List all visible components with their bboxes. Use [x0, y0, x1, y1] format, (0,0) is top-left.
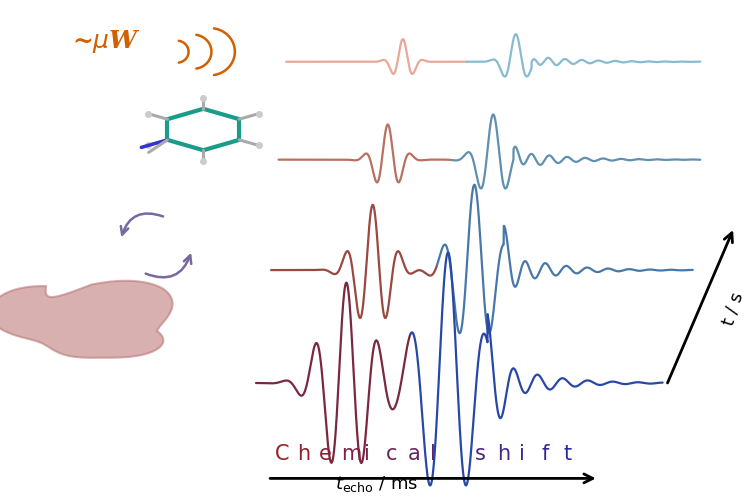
Text: t / s: t / s — [719, 289, 747, 327]
Text: l: l — [430, 443, 436, 463]
Text: h: h — [497, 443, 510, 463]
Text: t: t — [563, 443, 572, 463]
Text: ~$\mu$W: ~$\mu$W — [72, 28, 141, 55]
Text: f: f — [541, 443, 549, 463]
Text: h: h — [297, 443, 310, 463]
Text: i: i — [364, 443, 370, 463]
Text: c: c — [386, 443, 398, 463]
Text: s: s — [474, 443, 486, 463]
Text: $t_\mathrm{echo}$ / ms: $t_\mathrm{echo}$ / ms — [335, 473, 418, 493]
Text: i: i — [519, 443, 525, 463]
Text: C: C — [275, 443, 289, 463]
Text: m: m — [341, 443, 361, 463]
Text: e: e — [319, 443, 332, 463]
Text: a: a — [408, 443, 421, 463]
Polygon shape — [0, 281, 172, 358]
